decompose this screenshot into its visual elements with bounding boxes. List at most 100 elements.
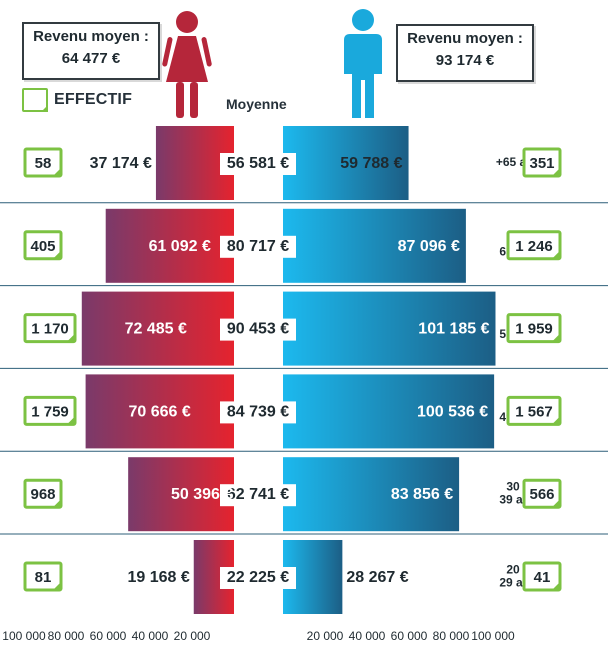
row-4-women-bar bbox=[85, 374, 234, 449]
row-6-women-count: 81 bbox=[23, 561, 63, 592]
row-6-men-count: 41 bbox=[522, 561, 562, 592]
row-1-women-count: 58 bbox=[23, 147, 63, 178]
row-5-men-count-corner bbox=[552, 499, 560, 508]
row-3-men-count-label: 1 959 bbox=[515, 321, 553, 338]
row-3-women-count-label: 1 170 bbox=[31, 321, 69, 338]
row-2-women-count: 405 bbox=[23, 230, 63, 261]
row-6-men-count-corner bbox=[552, 582, 560, 590]
row-6-women-value-label: 19 168 € bbox=[127, 569, 189, 586]
effectif-legend-label: EFFECTIF bbox=[54, 91, 133, 108]
axis-tick-2: 80 000 bbox=[48, 629, 85, 643]
row-5-men-count-frame bbox=[522, 478, 562, 509]
row-3-average-label: 90 453 € bbox=[227, 321, 289, 338]
woman-icon bbox=[162, 11, 212, 118]
row-2-women-count-label: 405 bbox=[30, 238, 55, 255]
row-3-men-count: 1 959 bbox=[506, 313, 562, 344]
row-3-women-count-frame bbox=[23, 313, 77, 344]
row-4-men-bar bbox=[283, 374, 495, 449]
row-5-women-value-label: 50 396 € bbox=[171, 486, 233, 503]
axis-tick-5: 20 000 bbox=[174, 629, 211, 643]
women-average-value: 64 477 € bbox=[61, 50, 121, 67]
row-4-women-count-corner bbox=[67, 416, 75, 425]
row-6-women-count-frame bbox=[23, 561, 63, 592]
row-2-men-count: 1 246 bbox=[506, 230, 562, 261]
row-2-women-value-label: 61 092 € bbox=[149, 238, 211, 255]
axis-tick-4: 40 000 bbox=[132, 629, 169, 643]
row-4-men-value-label: 100 536 € bbox=[417, 403, 488, 420]
man-icon bbox=[344, 9, 382, 118]
row-1-men-value-label: 59 788 € bbox=[340, 155, 402, 172]
row-6-average-label: 22 225 € bbox=[227, 569, 289, 586]
axis-tick-6: 20 000 bbox=[307, 629, 344, 643]
row-5-men-count-label: 566 bbox=[529, 486, 554, 503]
row-6-average-bg bbox=[220, 567, 296, 589]
row-5-average-label: 62 741 € bbox=[227, 486, 289, 503]
row-1-men-count-corner bbox=[552, 168, 560, 176]
row-4-average-bg bbox=[220, 401, 296, 424]
men-average-income-box: Revenu moyen : 93 174 € bbox=[396, 24, 534, 82]
axis-tick-8: 60 000 bbox=[391, 629, 428, 643]
row-5-women-count-frame bbox=[23, 478, 63, 509]
row-6-women-count-corner bbox=[53, 582, 61, 590]
row-2-average-bg bbox=[220, 235, 296, 258]
row-3-women-value-label: 72 485 € bbox=[125, 321, 187, 338]
row-5-average-bg bbox=[220, 484, 296, 507]
row-1-men-count-frame bbox=[522, 147, 562, 178]
row-2-women-count-frame bbox=[23, 230, 63, 261]
row-6-men-count-frame bbox=[522, 561, 562, 592]
row-4-women-count-label: 1 759 bbox=[31, 403, 69, 420]
row-4-average-label: 84 739 € bbox=[227, 403, 289, 420]
effectif-legend-icon bbox=[22, 88, 48, 112]
row-2-men-value-label: 87 096 € bbox=[398, 238, 460, 255]
axis-tick-7: 40 000 bbox=[349, 629, 386, 643]
axis-tick-10: 100 000 bbox=[471, 629, 515, 643]
row-2-men-count-corner bbox=[552, 250, 560, 259]
axis-tick-9: 80 000 bbox=[433, 629, 470, 643]
row-4-women-count: 1 759 bbox=[23, 395, 77, 426]
axis-tick-1: 100 000 bbox=[2, 629, 46, 643]
row-5-women-count: 968 bbox=[23, 478, 63, 509]
row-6-men-value-label: 28 267 € bbox=[346, 569, 408, 586]
row-3-women-count: 1 170 bbox=[23, 313, 77, 344]
row-2-women-bar bbox=[105, 208, 234, 283]
row-3-average-bg bbox=[220, 318, 296, 341]
row-3-women-count-corner bbox=[67, 333, 75, 342]
row-5-women-count-corner bbox=[53, 499, 61, 508]
row-3-men-value-label: 101 185 € bbox=[418, 321, 489, 338]
row-4-men-count-frame bbox=[506, 395, 562, 426]
men-average-label: Revenu moyen : bbox=[407, 30, 523, 47]
women-average-label: Revenu moyen : bbox=[33, 28, 149, 45]
row-5-women-bar bbox=[128, 457, 234, 532]
row-1-men-count-label: 351 bbox=[529, 155, 554, 172]
row-1-men-count: 351 bbox=[522, 147, 562, 178]
row-4-men-count: 1 567 bbox=[506, 395, 562, 426]
row-1-women-count-frame bbox=[23, 147, 63, 178]
row-5-women-count-label: 968 bbox=[30, 486, 55, 503]
row-6-women-count-label: 81 bbox=[35, 569, 52, 586]
row-3-men-count-corner bbox=[552, 333, 560, 342]
row-2-men-count-label: 1 246 bbox=[515, 238, 553, 255]
average-column-label: Moyenne bbox=[226, 96, 287, 112]
row-5-men-count: 566 bbox=[522, 478, 562, 509]
axis-tick-3: 60 000 bbox=[90, 629, 127, 643]
row-2-women-count-corner bbox=[53, 250, 61, 259]
row-4-men-count-corner bbox=[552, 416, 560, 425]
row-4-women-count-frame bbox=[23, 395, 77, 426]
row-2-men-count-frame bbox=[506, 230, 562, 261]
row-3-women-bar bbox=[81, 291, 235, 366]
row-1-men-bar bbox=[283, 126, 409, 200]
row-3-men-bar bbox=[283, 291, 496, 366]
row-1-women-count-label: 58 bbox=[35, 155, 52, 172]
row-1-average-bg bbox=[220, 153, 296, 175]
row-1-women-value-label: 37 174 € bbox=[90, 155, 152, 172]
row-4-men-count-label: 1 567 bbox=[515, 403, 553, 420]
women-average-income-box: Revenu moyen : 64 477 € bbox=[22, 22, 160, 80]
row-5-men-bar bbox=[283, 457, 460, 532]
row-2-average-label: 80 717 € bbox=[227, 238, 289, 255]
row-3-men-count-frame bbox=[506, 313, 562, 344]
row-4-women-value-label: 70 666 € bbox=[128, 403, 190, 420]
row-5-men-value-label: 83 856 € bbox=[391, 486, 453, 503]
men-average-value: 93 174 € bbox=[435, 52, 495, 69]
row-1-women-count-corner bbox=[53, 168, 61, 176]
